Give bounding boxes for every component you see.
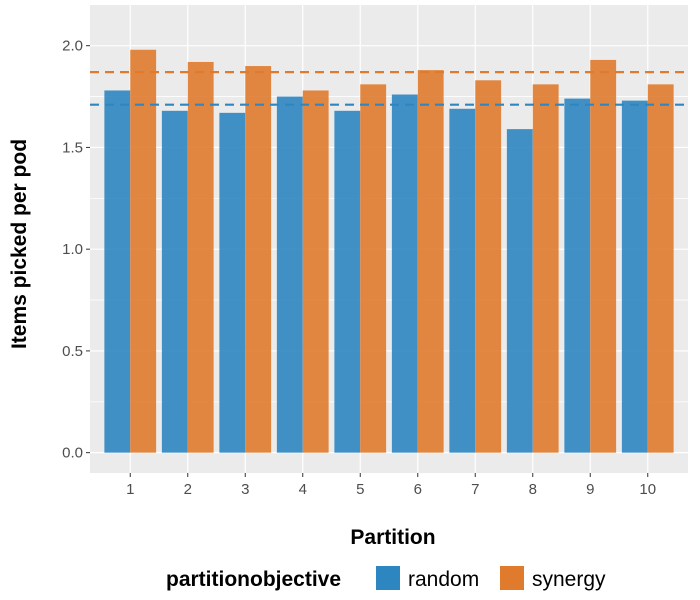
x-tick-label: 8 bbox=[529, 481, 537, 498]
legend-swatch-random bbox=[376, 566, 400, 590]
bar-random-2 bbox=[161, 110, 188, 453]
bar-synergy-5 bbox=[360, 84, 387, 453]
mean-lines-layer bbox=[90, 71, 688, 106]
y-tick-label: 0.5 bbox=[62, 343, 83, 360]
legend: partitionobjective random synergy bbox=[166, 566, 606, 591]
x-tick-label: 10 bbox=[639, 481, 656, 498]
y-axis-title: Items picked per pod bbox=[8, 139, 31, 349]
bars-layer bbox=[104, 49, 674, 453]
bar-random-4 bbox=[276, 96, 303, 453]
x-axis-ticks: 1 2 3 4 5 6 7 8 9 10 bbox=[126, 473, 656, 498]
bar-random-7 bbox=[449, 108, 476, 453]
bar-random-3 bbox=[219, 112, 246, 453]
y-tick-label: 2.0 bbox=[62, 38, 83, 55]
bar-synergy-7 bbox=[475, 80, 502, 453]
bar-random-9 bbox=[564, 98, 591, 453]
bar-random-6 bbox=[391, 94, 418, 453]
bar-random-1 bbox=[104, 90, 131, 453]
bar-synergy-6 bbox=[417, 70, 444, 453]
bar-random-8 bbox=[506, 129, 533, 453]
legend-label-synergy: synergy bbox=[532, 568, 606, 591]
bar-synergy-9 bbox=[590, 59, 617, 453]
legend-label-random: random bbox=[408, 568, 479, 591]
bar-synergy-8 bbox=[532, 84, 559, 453]
bar-synergy-1 bbox=[130, 49, 157, 453]
bar-synergy-10 bbox=[647, 84, 674, 453]
legend-swatch-synergy bbox=[500, 566, 524, 590]
x-tick-label: 2 bbox=[184, 481, 192, 498]
x-tick-label: 6 bbox=[414, 481, 422, 498]
bar-random-5 bbox=[334, 110, 361, 453]
bar-synergy-3 bbox=[245, 66, 272, 453]
y-tick-label: 1.5 bbox=[62, 139, 83, 156]
bar-synergy-2 bbox=[187, 61, 214, 453]
x-tick-label: 5 bbox=[356, 481, 364, 498]
x-tick-label: 9 bbox=[586, 481, 594, 498]
x-tick-label: 4 bbox=[299, 481, 307, 498]
x-tick-label: 7 bbox=[471, 481, 479, 498]
y-axis-ticks: 0.0 0.5 1.0 1.5 2.0 bbox=[62, 38, 90, 462]
y-tick-label: 0.0 bbox=[62, 445, 83, 462]
y-tick-label: 1.0 bbox=[62, 241, 83, 258]
x-tick-label: 1 bbox=[126, 481, 134, 498]
x-tick-label: 3 bbox=[241, 481, 249, 498]
bar-synergy-4 bbox=[302, 90, 329, 453]
legend-title: partitionobjective bbox=[166, 568, 341, 591]
bar-random-10 bbox=[621, 100, 648, 453]
x-axis-title: Partition bbox=[350, 526, 435, 549]
